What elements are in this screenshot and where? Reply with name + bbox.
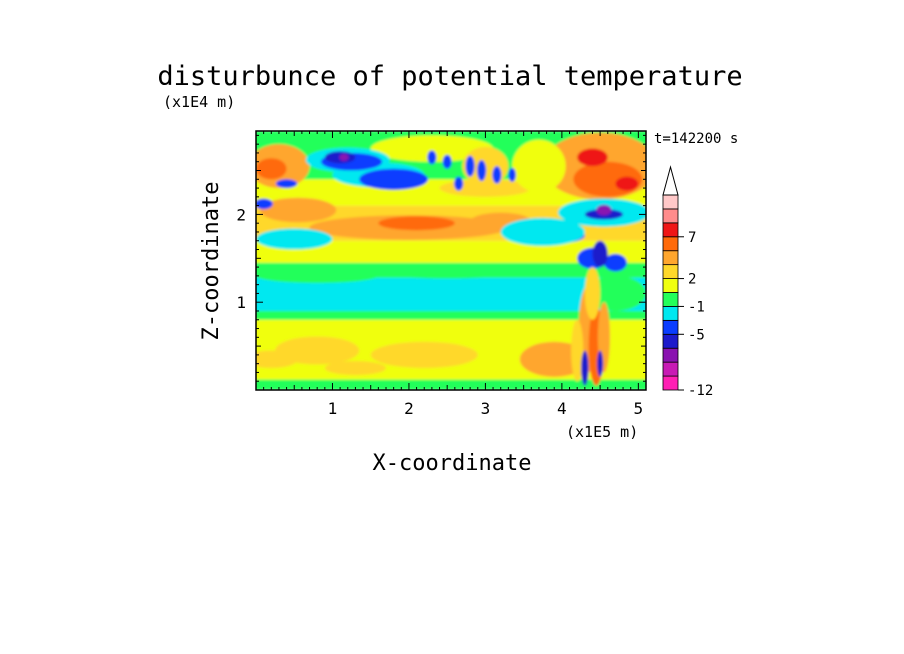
contour-blob-55 <box>584 267 601 320</box>
contour-blob-38 <box>500 217 585 247</box>
colorbar-swatch <box>662 222 679 238</box>
contour-blob-47 <box>477 280 570 298</box>
contour-blob-12 <box>256 158 287 180</box>
x-tick-label: 3 <box>481 399 491 418</box>
colorbar-swatch <box>662 292 679 307</box>
colorbar-swatch <box>662 208 679 224</box>
chart-title: disturbunce of potential temperature <box>157 61 742 92</box>
contour-blob-13 <box>370 135 494 162</box>
colorbar-swatch <box>662 319 679 335</box>
x-tick-label: 1 <box>328 399 338 418</box>
contour-blob-4 <box>324 361 387 376</box>
y-tick-label: 1 <box>236 293 246 312</box>
contour-blob-19 <box>512 139 566 193</box>
colorbar-swatch <box>662 361 679 377</box>
colorbar-swatch <box>662 347 679 363</box>
plot-field <box>256 131 646 390</box>
colorbar-label: 7 <box>688 230 696 246</box>
colorbar-swatch <box>662 194 679 210</box>
axis-ticks: 1 2 3 4 5 1 2 <box>236 131 647 418</box>
contour-blob-7 <box>259 197 337 223</box>
colorbar-label: -5 <box>688 327 705 343</box>
x-axis-label: X-coordinate <box>373 451 532 476</box>
contour-blob-17 <box>615 176 639 191</box>
x-tick-label: 2 <box>404 399 414 418</box>
contour-blob-26 <box>275 179 298 189</box>
y-scale-label: (x1E4 m) <box>163 93 235 111</box>
x-tick-label: 5 <box>634 399 644 418</box>
contour-blob-33 <box>508 167 516 182</box>
plot-frame <box>255 130 647 391</box>
colorbar-swatch <box>662 250 679 266</box>
contour-blob-48 <box>340 293 448 303</box>
contour-blob-35 <box>427 150 437 165</box>
colorbar-label: -1 <box>688 299 705 315</box>
contour-blob-1 <box>370 341 478 369</box>
colorbar-swatch <box>662 333 679 349</box>
colorbar-label: 2 <box>688 272 696 288</box>
contour-blob-30 <box>465 155 475 177</box>
contour-blob-31 <box>477 159 487 182</box>
contour-blob-57 <box>597 350 604 377</box>
colorbar-swatch <box>662 306 679 321</box>
colorbar-label: -12 <box>688 383 713 399</box>
colorbar-swatch <box>662 278 679 293</box>
colorbar-swatch <box>662 236 679 252</box>
contour-blob-46 <box>584 275 646 311</box>
contour-blob-43 <box>603 253 627 272</box>
contour-blob-3 <box>256 350 299 369</box>
time-label: t=142200 s <box>654 131 738 147</box>
contour-blob-34 <box>442 154 452 169</box>
contour-blob-23 <box>359 168 429 190</box>
contour-blob-32 <box>492 166 502 184</box>
contour-blob-56 <box>581 350 589 386</box>
y-axis-label: Z-coordinate <box>199 182 224 341</box>
contour-blob-49 <box>256 268 379 283</box>
field-layer-2 <box>256 310 646 320</box>
colorbar-swatch <box>662 264 679 279</box>
colorbar-extend-arrow <box>662 165 679 196</box>
contour-blob-25 <box>339 153 349 161</box>
field-layer-5 <box>256 240 646 263</box>
contour-blob-45 <box>596 204 612 216</box>
contour-blob-6 <box>378 216 455 231</box>
contour-blob-29 <box>256 228 333 250</box>
contour-blob-18 <box>577 148 608 167</box>
field-layer-0 <box>256 379 646 390</box>
contour-blob-53 <box>571 319 584 382</box>
y-tick-label: 2 <box>236 205 246 224</box>
colorbar-swatch <box>662 375 679 391</box>
contour-blob-27 <box>256 198 273 210</box>
contour-blob-50 <box>378 264 516 279</box>
x-tick-label: 4 <box>557 399 567 418</box>
x-scale-label: (x1E5 m) <box>566 423 638 441</box>
contour-blob-44 <box>592 240 608 268</box>
colorbar: -12-5-127 <box>662 165 713 399</box>
contour-blob-36 <box>454 176 464 191</box>
